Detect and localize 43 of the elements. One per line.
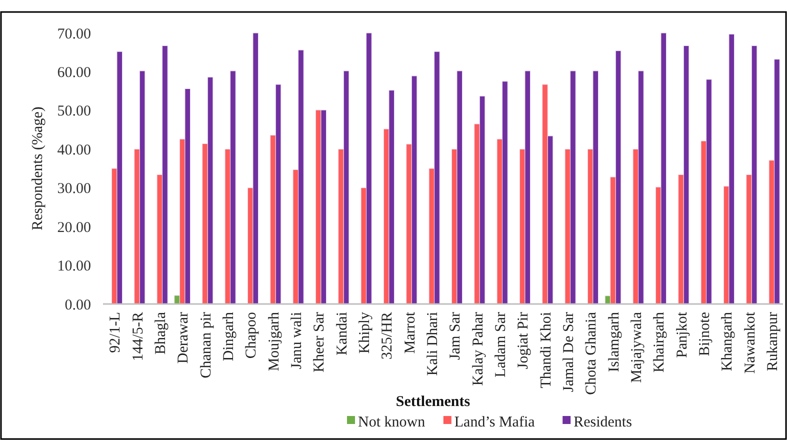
x-tick-label: Derawar: [176, 312, 192, 364]
legend-label: Not known: [358, 414, 426, 430]
y-tick-label: 30.00: [57, 181, 91, 198]
x-tick-label: 144/5-R: [130, 312, 146, 362]
y-tick-label: 40.00: [57, 142, 91, 158]
x-tick-label: Khiply: [356, 312, 373, 354]
x-tick-label: Islamgarh: [606, 312, 622, 372]
x-tick-label: Nawankot: [742, 311, 758, 374]
x-tick-label: Kalay Pahar: [470, 312, 486, 386]
x-tick-label: Jam Sar: [448, 312, 464, 360]
x-tick-label: Khairgarh: [652, 312, 668, 373]
x-tick-label: Panjkot: [674, 311, 690, 358]
x-tick-label: Chota Ghania: [584, 312, 600, 395]
x-tick-label: Janu wali: [288, 312, 305, 370]
legend-label: Land’s Mafia: [454, 414, 536, 430]
x-tick-label: Rukanpur: [764, 312, 781, 372]
x-tick-label: Majajywala: [628, 312, 645, 383]
legend-label: Residents: [574, 414, 632, 430]
x-tick-label: Ladam Sar: [492, 312, 509, 378]
x-axis-title: Settlements: [396, 394, 470, 410]
x-tick-label: Moujgarh: [266, 312, 282, 372]
y-tick-label: 50.00: [57, 104, 91, 120]
y-tick-label: 70.00: [57, 26, 91, 42]
x-tick-label: Dingarh: [220, 312, 237, 362]
x-tick-label: Bhagla: [152, 312, 169, 354]
x-tick-label: Jamal De Sar: [560, 312, 577, 392]
x-tick-label: Bijnote: [696, 312, 713, 356]
x-tick-label: Khangarh: [720, 312, 736, 372]
x-tick-label: Kheer Sar: [312, 312, 328, 372]
x-tick-label: Thandi Khoi: [538, 312, 554, 388]
x-tick-label: Marrot: [402, 311, 418, 354]
y-tick-label: 60.00: [57, 64, 91, 81]
x-tick-label: Kandai: [334, 312, 350, 356]
y-tick-label: 0.00: [64, 297, 91, 314]
x-tick-label: 92/1-L: [108, 312, 124, 353]
x-tick-label: Chanan pir: [198, 312, 214, 378]
x-tick-label: Jogiat Pir: [516, 312, 532, 370]
x-tick-label: 325/HR: [380, 312, 396, 360]
x-tick-label: Chapoo: [244, 312, 260, 359]
y-axis-title: Respondents (%age): [30, 106, 46, 230]
y-tick-label: 10.00: [57, 258, 91, 275]
y-tick-label: 20.00: [57, 220, 91, 236]
x-tick-label: Kali Dhari: [424, 312, 441, 376]
